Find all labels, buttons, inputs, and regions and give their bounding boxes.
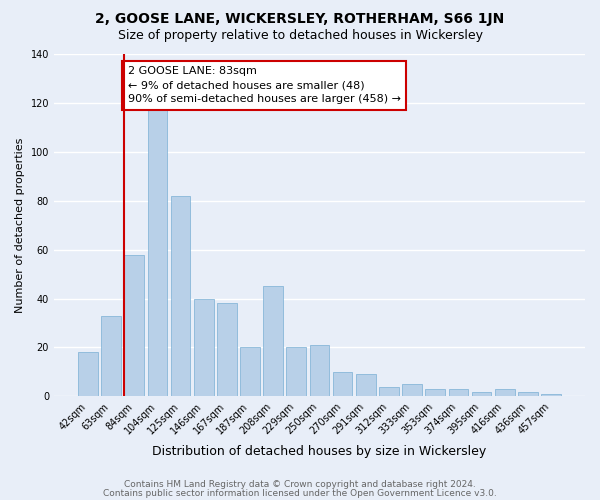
- Y-axis label: Number of detached properties: Number of detached properties: [15, 138, 25, 313]
- Bar: [101, 316, 121, 396]
- Text: 2, GOOSE LANE, WICKERSLEY, ROTHERHAM, S66 1JN: 2, GOOSE LANE, WICKERSLEY, ROTHERHAM, S6…: [95, 12, 505, 26]
- Bar: [541, 394, 561, 396]
- Text: Contains HM Land Registry data © Crown copyright and database right 2024.: Contains HM Land Registry data © Crown c…: [124, 480, 476, 489]
- Bar: [379, 386, 399, 396]
- Bar: [286, 348, 306, 397]
- Bar: [333, 372, 352, 396]
- Bar: [217, 304, 236, 396]
- Bar: [263, 286, 283, 397]
- Bar: [124, 254, 144, 396]
- Bar: [449, 389, 468, 396]
- Bar: [518, 392, 538, 396]
- Text: Contains public sector information licensed under the Open Government Licence v3: Contains public sector information licen…: [103, 488, 497, 498]
- Text: 2 GOOSE LANE: 83sqm
← 9% of detached houses are smaller (48)
90% of semi-detache: 2 GOOSE LANE: 83sqm ← 9% of detached hou…: [128, 66, 401, 104]
- Text: Size of property relative to detached houses in Wickersley: Size of property relative to detached ho…: [118, 29, 482, 42]
- Bar: [78, 352, 98, 397]
- Bar: [194, 298, 214, 396]
- Bar: [495, 389, 515, 396]
- Bar: [472, 392, 491, 396]
- Bar: [148, 108, 167, 397]
- Bar: [356, 374, 376, 396]
- Bar: [402, 384, 422, 396]
- Bar: [310, 345, 329, 397]
- Bar: [170, 196, 190, 396]
- Bar: [425, 389, 445, 396]
- Bar: [240, 348, 260, 397]
- X-axis label: Distribution of detached houses by size in Wickersley: Distribution of detached houses by size …: [152, 444, 487, 458]
